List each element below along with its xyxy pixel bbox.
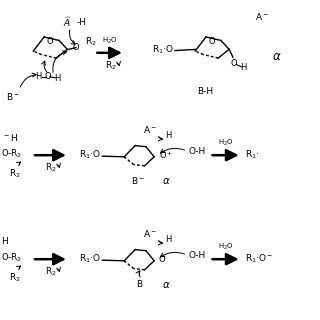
Text: H$_2$O: H$_2$O [102, 36, 117, 46]
Text: O-H: O-H [189, 148, 206, 156]
Text: R$_2$: R$_2$ [44, 162, 56, 174]
Text: O: O [209, 37, 215, 46]
Text: H: H [54, 74, 61, 83]
Text: H$_2$O: H$_2$O [218, 138, 234, 148]
Text: -R$_2$: -R$_2$ [7, 147, 22, 160]
Text: $\alpha$: $\alpha$ [162, 176, 171, 186]
Text: H: H [35, 72, 42, 81]
Text: $\alpha$: $\alpha$ [162, 280, 171, 290]
Text: A$^-$: A$^-$ [255, 11, 269, 21]
Text: R$_1$·O: R$_1$·O [79, 253, 100, 266]
Text: $^-$H: $^-$H [2, 132, 18, 143]
Text: R$_2$: R$_2$ [10, 167, 21, 180]
Text: R$_2$: R$_2$ [85, 36, 97, 49]
Text: R$_1$·: R$_1$· [245, 149, 259, 162]
Text: O$^+$: O$^+$ [159, 149, 173, 161]
Text: H: H [240, 63, 247, 72]
Text: R$_2$: R$_2$ [105, 60, 117, 73]
Text: O-H: O-H [189, 252, 206, 260]
Text: B-H: B-H [197, 87, 213, 96]
Text: $\alpha$: $\alpha$ [272, 50, 282, 62]
Text: A$^-$: A$^-$ [143, 228, 157, 239]
Text: R$_2$: R$_2$ [44, 266, 56, 278]
Text: O: O [159, 255, 165, 264]
Text: -R$_2$: -R$_2$ [7, 251, 22, 264]
Text: B$^-$: B$^-$ [131, 175, 145, 186]
Text: R$_1$·O: R$_1$·O [152, 43, 174, 56]
Text: $\widehat{A}$: $\widehat{A}$ [63, 16, 72, 29]
Text: A$^-$: A$^-$ [143, 124, 157, 135]
Text: R$_1$·O: R$_1$·O [79, 149, 100, 162]
Text: R$_2$: R$_2$ [10, 271, 21, 284]
Text: H$_2$O: H$_2$O [218, 242, 234, 252]
Text: O: O [47, 37, 53, 46]
Text: H: H [165, 132, 171, 140]
Text: O: O [72, 43, 79, 52]
Text: O: O [231, 59, 237, 68]
Text: B$^-$: B$^-$ [6, 91, 20, 101]
Text: O: O [2, 149, 8, 158]
Text: R$_1$·O$^-$: R$_1$·O$^-$ [245, 253, 273, 266]
Text: -H: -H [76, 18, 86, 27]
Text: H: H [165, 236, 171, 244]
Text: H: H [2, 237, 8, 246]
Text: O: O [2, 253, 8, 262]
Text: B: B [136, 280, 142, 289]
Text: O: O [45, 72, 51, 81]
